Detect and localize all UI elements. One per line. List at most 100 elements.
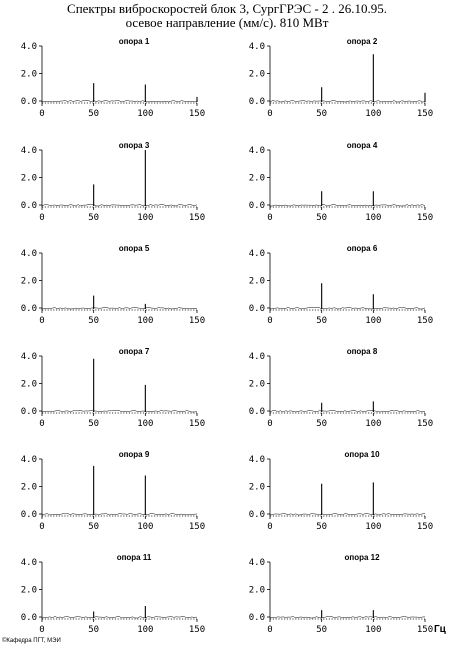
x-tick-label-9: 50 bbox=[88, 522, 99, 532]
spectrum-chart-9: опора 9 0.0 2.0 4.0 0 50 100 150 bbox=[21, 450, 205, 532]
y-tick-label-8: 4.0 bbox=[249, 352, 265, 362]
x-tick-label-5: 0 bbox=[39, 316, 44, 326]
x-tick-label-12: 50 bbox=[316, 625, 327, 635]
x-tick-label-9: 0 bbox=[39, 522, 44, 532]
y-tick-label-3: 2.0 bbox=[21, 174, 37, 184]
spectrum-chart-10: опора 10 0.0 2.0 4.0 0 50 100 150 bbox=[249, 450, 433, 532]
x-tick-label-5: 50 bbox=[88, 316, 99, 326]
x-tick-label-9: 100 bbox=[137, 522, 153, 532]
y-tick-label-10: 4.0 bbox=[249, 455, 265, 465]
x-tick-label-8: 150 bbox=[417, 419, 433, 429]
chart-title-5: опора 5 bbox=[119, 244, 150, 253]
noise-floor-2 bbox=[269, 100, 426, 103]
y-tick-label-4: 2.0 bbox=[249, 174, 265, 184]
noise-floor-8 bbox=[269, 410, 426, 413]
x-tick-label-6: 150 bbox=[417, 316, 433, 326]
noise-floor-6 bbox=[269, 307, 426, 310]
x-tick-label-8: 100 bbox=[365, 419, 381, 429]
y-tick-label-11: 0.0 bbox=[21, 613, 37, 623]
chart-title-block: Спектры виброскоростей блок 3, СургГРЭС … bbox=[0, 2, 454, 30]
x-tick-label-11: 50 bbox=[88, 625, 99, 635]
y-tick-label-10: 2.0 bbox=[249, 483, 265, 493]
y-tick-label-1: 4.0 bbox=[21, 42, 37, 52]
y-tick-label-2: 4.0 bbox=[249, 42, 265, 52]
y-tick-label-8: 2.0 bbox=[249, 380, 265, 390]
y-tick-label-1: 2.0 bbox=[21, 70, 37, 80]
x-tick-label-4: 100 bbox=[365, 213, 381, 223]
x-tick-label-3: 100 bbox=[137, 213, 153, 223]
chart-title-line-1: Спектры виброскоростей блок 3, СургГРЭС … bbox=[67, 1, 387, 16]
y-tick-label-9: 0.0 bbox=[21, 510, 37, 520]
x-tick-label-3: 150 bbox=[189, 213, 205, 223]
x-tick-label-4: 50 bbox=[316, 213, 327, 223]
noise-floor-4 bbox=[269, 204, 426, 207]
spectrum-chart-5: опора 5 0.0 2.0 4.0 0 50 100 150 bbox=[21, 244, 205, 326]
x-tick-label-10: 50 bbox=[316, 522, 327, 532]
chart-title-11: опора 11 bbox=[117, 553, 152, 562]
x-tick-label-2: 0 bbox=[267, 109, 272, 119]
x-axis-unit-label: Гц bbox=[434, 624, 446, 635]
credit-text: ©Кафедра ПГТ, МЭИ bbox=[2, 638, 61, 644]
noise-floor-3 bbox=[41, 204, 198, 207]
y-tick-label-7: 2.0 bbox=[21, 380, 37, 390]
y-tick-label-3: 0.0 bbox=[21, 201, 37, 211]
chart-title-8: опора 8 bbox=[347, 347, 378, 356]
y-tick-label-5: 2.0 bbox=[21, 277, 37, 287]
chart-title-10: опора 10 bbox=[344, 450, 380, 459]
y-tick-label-6: 0.0 bbox=[249, 304, 265, 314]
x-tick-label-10: 100 bbox=[365, 522, 381, 532]
chart-title-line-2: осевое направление (мм/с). 810 МВт bbox=[125, 15, 329, 30]
x-tick-label-1: 150 bbox=[189, 109, 205, 119]
spectrum-chart-2: опора 2 0.0 2.0 4.0 0 50 100 150 bbox=[249, 37, 433, 119]
x-tick-label-1: 0 bbox=[39, 109, 44, 119]
noise-floor-11 bbox=[41, 616, 198, 619]
y-tick-label-9: 2.0 bbox=[21, 483, 37, 493]
spectrum-chart-7: опора 7 0.0 2.0 4.0 0 50 100 150 bbox=[21, 347, 205, 429]
chart-title-4: опора 4 bbox=[347, 141, 378, 150]
chart-title-3: опора 3 bbox=[119, 141, 150, 150]
x-tick-label-12: 100 bbox=[365, 625, 381, 635]
y-tick-label-7: 0.0 bbox=[21, 407, 37, 417]
noise-floor-12 bbox=[269, 616, 426, 619]
noise-floor-7 bbox=[41, 410, 198, 413]
y-tick-label-9: 4.0 bbox=[21, 455, 37, 465]
x-tick-label-3: 0 bbox=[39, 213, 44, 223]
x-tick-label-11: 150 bbox=[189, 625, 205, 635]
y-tick-label-10: 0.0 bbox=[249, 510, 265, 520]
x-tick-label-1: 50 bbox=[88, 109, 99, 119]
y-tick-label-5: 0.0 bbox=[21, 304, 37, 314]
x-tick-label-4: 0 bbox=[267, 213, 272, 223]
x-tick-label-2: 150 bbox=[417, 109, 433, 119]
x-tick-label-6: 50 bbox=[316, 316, 327, 326]
y-tick-label-2: 0.0 bbox=[249, 97, 265, 107]
x-tick-label-7: 100 bbox=[137, 419, 153, 429]
spectrum-chart-6: опора 6 0.0 2.0 4.0 0 50 100 150 bbox=[249, 244, 433, 326]
noise-floor-5 bbox=[41, 307, 198, 310]
spectrum-chart-8: опора 8 0.0 2.0 4.0 0 50 100 150 bbox=[249, 347, 433, 429]
x-tick-label-2: 100 bbox=[365, 109, 381, 119]
x-tick-label-11: 0 bbox=[39, 625, 44, 635]
y-tick-label-1: 0.0 bbox=[21, 97, 37, 107]
x-tick-label-5: 150 bbox=[189, 316, 205, 326]
noise-floor-1 bbox=[41, 100, 197, 103]
x-tick-label-7: 150 bbox=[189, 419, 205, 429]
x-tick-label-7: 50 bbox=[88, 419, 99, 429]
x-tick-label-8: 50 bbox=[316, 419, 327, 429]
chart-title-1: опора 1 bbox=[119, 37, 150, 46]
x-tick-label-2: 50 bbox=[316, 109, 327, 119]
y-tick-label-4: 4.0 bbox=[249, 146, 265, 156]
chart-title-6: опора 6 bbox=[347, 244, 378, 253]
x-tick-label-1: 100 bbox=[137, 109, 153, 119]
chart-title-7: опора 7 bbox=[119, 347, 150, 356]
y-tick-label-7: 4.0 bbox=[21, 352, 37, 362]
x-tick-label-10: 0 bbox=[267, 522, 272, 532]
y-tick-label-8: 0.0 bbox=[249, 407, 265, 417]
y-tick-label-12: 2.0 bbox=[249, 586, 265, 596]
spectrum-chart-11: опора 11 0.0 2.0 4.0 0 50 100 150 bbox=[21, 553, 205, 635]
x-tick-label-8: 0 bbox=[267, 419, 272, 429]
y-tick-label-5: 4.0 bbox=[21, 249, 37, 259]
noise-floor-10 bbox=[269, 513, 426, 516]
y-tick-label-11: 4.0 bbox=[21, 558, 37, 568]
x-tick-label-10: 150 bbox=[417, 522, 433, 532]
x-tick-label-3: 50 bbox=[88, 213, 99, 223]
